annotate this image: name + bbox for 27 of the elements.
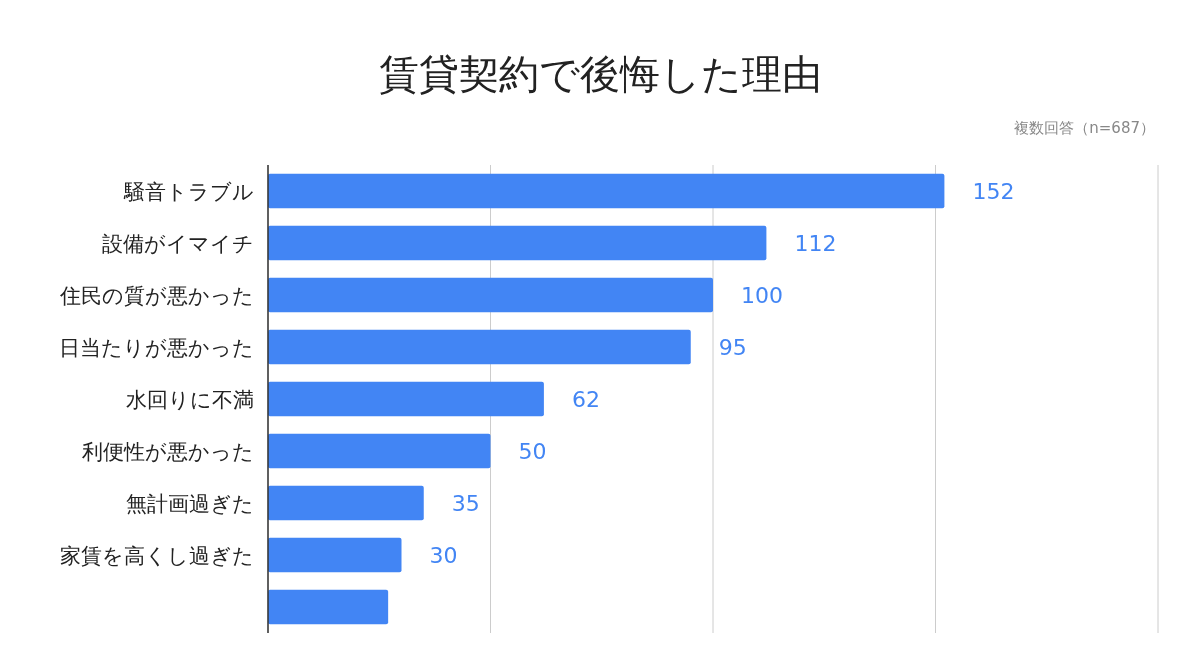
bar — [268, 589, 389, 625]
y-tick-label: 住民の質が悪かった — [59, 284, 254, 308]
chart-title: 賃貸契約で後悔した理由 — [378, 51, 822, 97]
data-label: 100 — [741, 283, 783, 308]
data-label: 35 — [451, 491, 480, 516]
data-label: 112 — [794, 231, 837, 256]
bar — [268, 277, 713, 313]
bar — [268, 433, 491, 469]
bar — [268, 173, 945, 209]
data-label: 30 — [429, 543, 458, 568]
y-tick-label: 家賃を高くし過ぎた — [60, 544, 254, 568]
y-tick-label: 騒音トラブル — [123, 180, 254, 204]
bar — [268, 381, 544, 417]
y-tick-label: 水回りに不満 — [126, 388, 254, 412]
y-tick-label: 無計画過ぎた — [126, 492, 254, 516]
y-tick-label: 設備がイマイチ — [102, 232, 254, 256]
bar — [268, 225, 767, 261]
bar — [268, 329, 691, 365]
data-label: 50 — [518, 439, 547, 464]
y-tick-label: 日当たりが悪かった — [59, 336, 254, 360]
y-tick-label: 利便性が悪かった — [82, 440, 254, 464]
bar — [268, 485, 424, 521]
data-label: 152 — [972, 179, 1015, 204]
bar — [268, 537, 402, 573]
chart-subtitle: 複数回答（n=687） — [1014, 119, 1155, 137]
data-label: 62 — [571, 387, 600, 412]
data-label: 95 — [718, 335, 747, 360]
